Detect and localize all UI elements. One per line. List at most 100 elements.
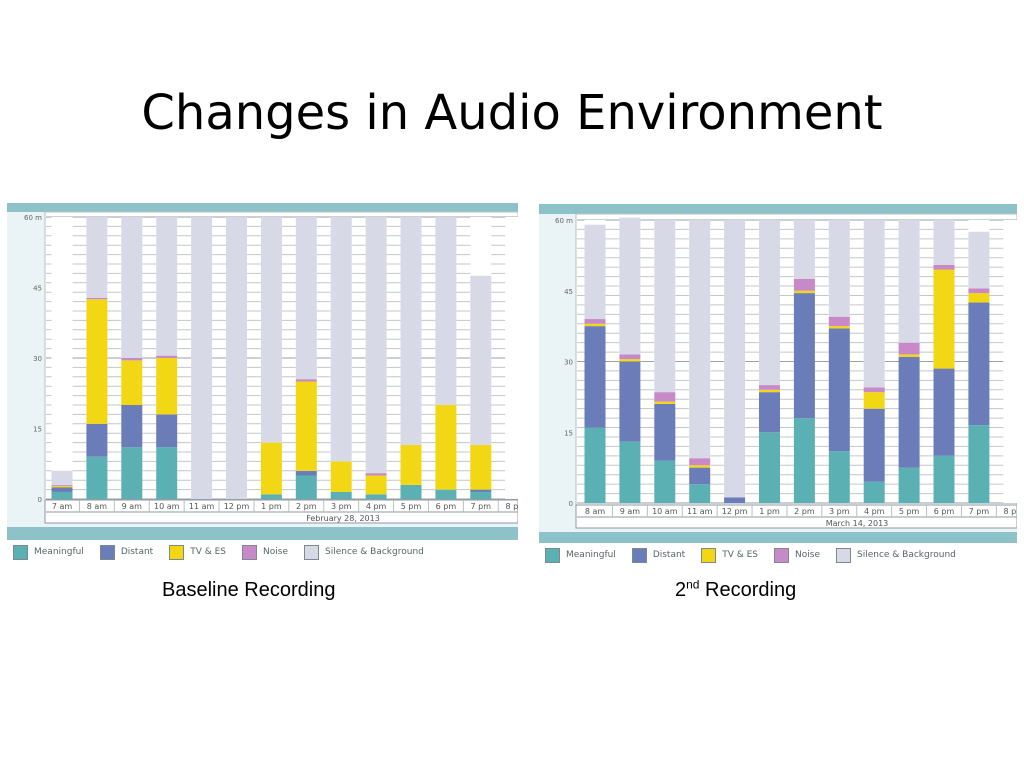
x-tick-label: 9 am [122, 502, 143, 511]
bar-distant [51, 487, 73, 492]
bar-track [51, 217, 73, 499]
legend-label-silence: Silence & Background [856, 550, 956, 560]
bar-tv-es [470, 444, 492, 490]
y-tick-label: 45 [33, 285, 42, 293]
legend-swatch-meaningful [545, 547, 560, 563]
bar-distant [156, 414, 178, 448]
bar-meaningful [619, 441, 641, 503]
bar-meaningful [260, 494, 282, 499]
bar-tv-es [793, 290, 815, 294]
bar-meaningful [330, 491, 352, 499]
bar-silence-background [435, 217, 457, 405]
bar-tv-es [759, 389, 780, 393]
bar-meaningful [435, 489, 457, 499]
bar-meaningful [898, 467, 920, 503]
bar-noise [295, 379, 317, 382]
bar-tv-es [86, 299, 108, 424]
bar-tv-es [365, 475, 387, 495]
bar-tv-es [260, 442, 282, 495]
bar-distant [968, 302, 990, 426]
bar-silence-background [759, 220, 780, 386]
bar-tv-es [828, 326, 850, 329]
x-tick-label: 7 pm [969, 507, 990, 516]
bar-noise [793, 278, 815, 291]
legend-swatch-noise [774, 547, 790, 563]
legend-label-distant: Distant [120, 547, 154, 557]
bar-distant [619, 361, 641, 442]
bar-distant [793, 293, 815, 419]
bar-silence-background [226, 217, 247, 499]
bar-silence-background [191, 217, 213, 499]
bar-tv-es [863, 392, 885, 409]
bar-tv-es [933, 269, 955, 369]
legend-label-meaningful: Meaningful [566, 550, 616, 560]
bar-meaningful [968, 425, 990, 503]
bar-distant [759, 392, 780, 433]
baseline-chart-panel: 0 15 30 45 60 m 7 am 8 am 9 am 10 am 11 am 12 pm 1 … [7, 203, 518, 564]
chart-bottom-band [539, 532, 1017, 543]
bar-distant [898, 356, 920, 468]
bar-tv-es [156, 358, 178, 415]
bar-meaningful [51, 491, 73, 499]
bar-meaningful [828, 451, 850, 503]
legend-swatch-silence [835, 547, 851, 563]
x-tick-label: 2 pm [794, 507, 815, 516]
x-tick-label: 5 pm [401, 502, 422, 511]
bar-meaningful [793, 418, 815, 503]
y-tick-label: 0 [569, 500, 573, 508]
bar-meaningful [470, 491, 492, 499]
legend-item-silence: Silence & Background [303, 544, 424, 560]
bar-silence-background [330, 217, 352, 462]
x-tick-label: 8 am [585, 507, 606, 516]
y-tick-label: 30 [33, 355, 42, 363]
bar-silence-background [295, 217, 317, 380]
chart-bottom-band [7, 527, 518, 540]
x-tick-label: 7 am [52, 502, 73, 511]
second-stacked-bar-chart: 0 15 30 45 60 m 8 am 9 am 10 am 11 am 12 pm 1 pm 2 … [539, 204, 1017, 543]
baseline-legend: Meaningful Distant TV & ES Noise Silence… [7, 540, 518, 564]
bar-tv-es [689, 465, 711, 468]
x-tick-label: 5 pm [899, 507, 920, 516]
bar-silence-background [156, 217, 178, 356]
second-chart-panel: 0 15 30 45 60 m 8 am 9 am 10 am 11 am 12 pm 1 pm 2 … [539, 204, 1017, 567]
bar-silence-background [968, 231, 990, 289]
bar-silence-background [898, 220, 920, 343]
bar-meaningful [86, 456, 108, 499]
bar-tv-es [295, 381, 317, 471]
baseline-stacked-bar-chart: 0 15 30 45 60 m 7 am 8 am 9 am 10 am 11 am 12 pm 1 … [7, 203, 518, 540]
slide-title: Changes in Audio Environment [141, 85, 883, 141]
x-tick-label: 12 pm [224, 502, 250, 511]
second-caption-ordinal: nd [686, 577, 700, 592]
y-tick-label: 60 m [555, 217, 573, 225]
bar-noise [968, 288, 990, 294]
bar-distant [86, 423, 108, 457]
x-tick-label: 11 am [687, 507, 713, 516]
bar-noise [156, 355, 178, 358]
y-tick-label: 30 [564, 359, 573, 367]
bar-noise [863, 387, 885, 393]
bar-tv-es [121, 360, 143, 405]
second-caption: 2nd Recording [675, 578, 796, 602]
x-tick-label: 8 am [87, 502, 108, 511]
bar-tv-es [51, 485, 73, 488]
legend-label-tv-es: TV & ES [190, 547, 227, 557]
legend-item-distant: Distant [631, 547, 685, 563]
x-tick-label: 6 pm [934, 507, 955, 516]
y-tick-label: 15 [33, 426, 42, 434]
bar-distant [121, 405, 143, 448]
bar-silence-background [400, 217, 422, 445]
bar-meaningful [121, 447, 143, 499]
bar-silence-background [689, 220, 711, 459]
bar-meaningful [654, 460, 676, 503]
x-tick-label: 1 pm [261, 502, 282, 511]
legend-swatch-tv-es [701, 547, 717, 563]
legend-swatch-tv-es [169, 544, 185, 560]
bar-distant [654, 403, 676, 461]
bar-noise [898, 342, 920, 355]
bar-tv-es [400, 444, 422, 485]
legend-item-noise: Noise [242, 544, 288, 560]
x-tick-label: 8 pm [1004, 507, 1017, 516]
legend-item-tv-es: TV & ES [169, 544, 227, 560]
x-tick-label: 9 am [620, 507, 641, 516]
y-tick-label: 15 [564, 429, 573, 437]
